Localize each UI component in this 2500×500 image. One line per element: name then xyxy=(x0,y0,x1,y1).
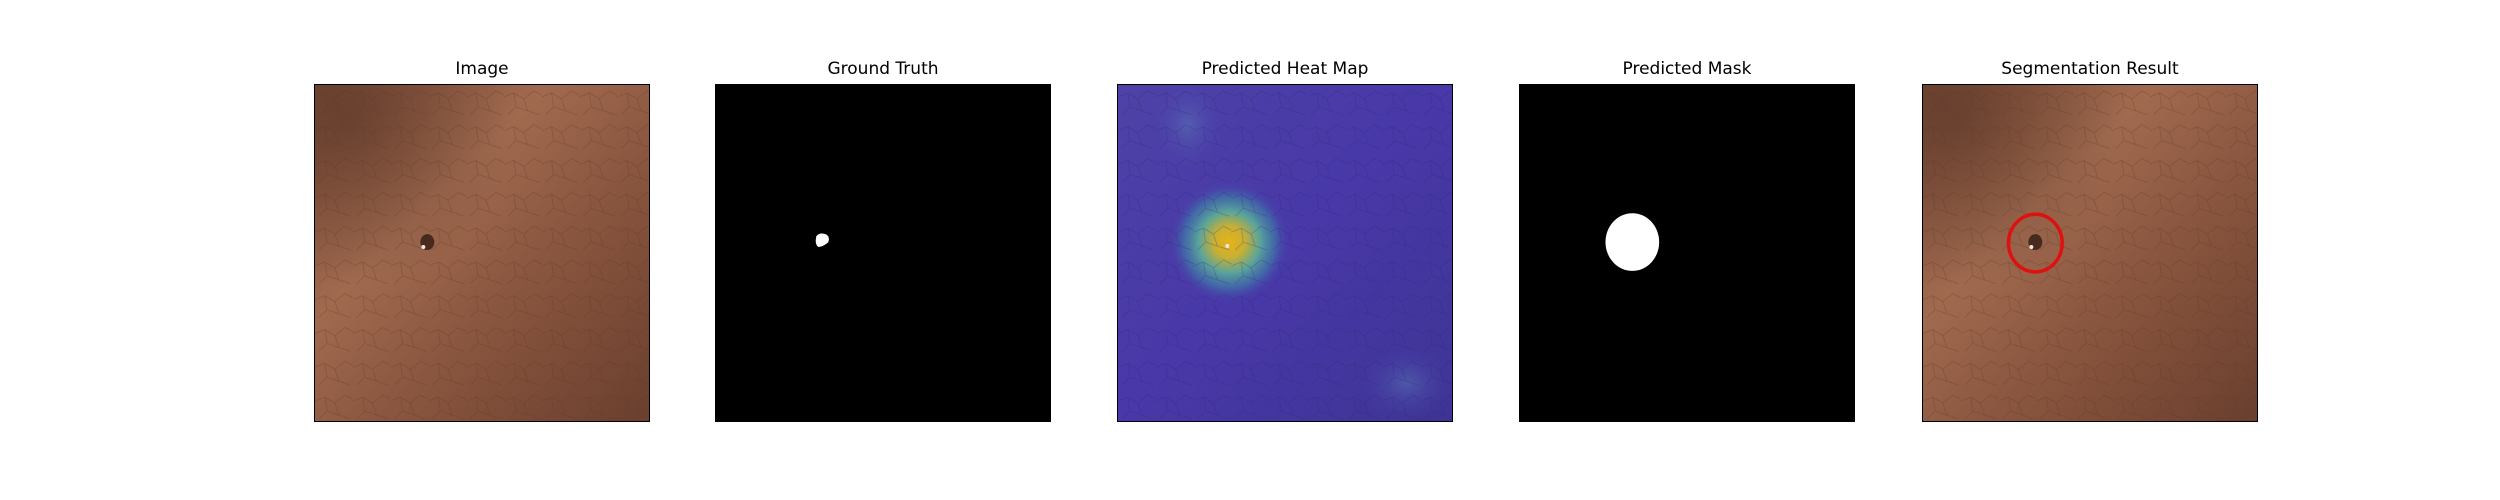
segmentation-result-panel xyxy=(1922,84,2258,422)
panel-title-predicted-mask: Predicted Mask xyxy=(1622,59,1752,79)
segmentation-result-image xyxy=(1923,85,2257,421)
predicted-mask xyxy=(1520,85,1854,421)
heat-map-panel xyxy=(1117,84,1453,422)
panel-title-ground-truth: Ground Truth xyxy=(827,59,939,79)
segmentation-contour xyxy=(2006,212,2064,274)
predicted-region xyxy=(1605,213,1660,271)
panel-title-heat-map: Predicted Heat Map xyxy=(1201,59,1369,79)
ground-truth-panel xyxy=(715,84,1051,422)
leather-image xyxy=(315,85,649,421)
image-panel xyxy=(314,84,650,422)
defect-spot xyxy=(420,234,435,251)
panel-title-image: Image xyxy=(455,59,509,79)
panel-title-segmentation-result: Segmentation Result xyxy=(2001,59,2179,79)
ground-truth-region xyxy=(815,233,829,248)
ground-truth-mask xyxy=(716,85,1050,421)
predicted-mask-panel xyxy=(1519,84,1855,422)
heat-map xyxy=(1118,85,1452,421)
